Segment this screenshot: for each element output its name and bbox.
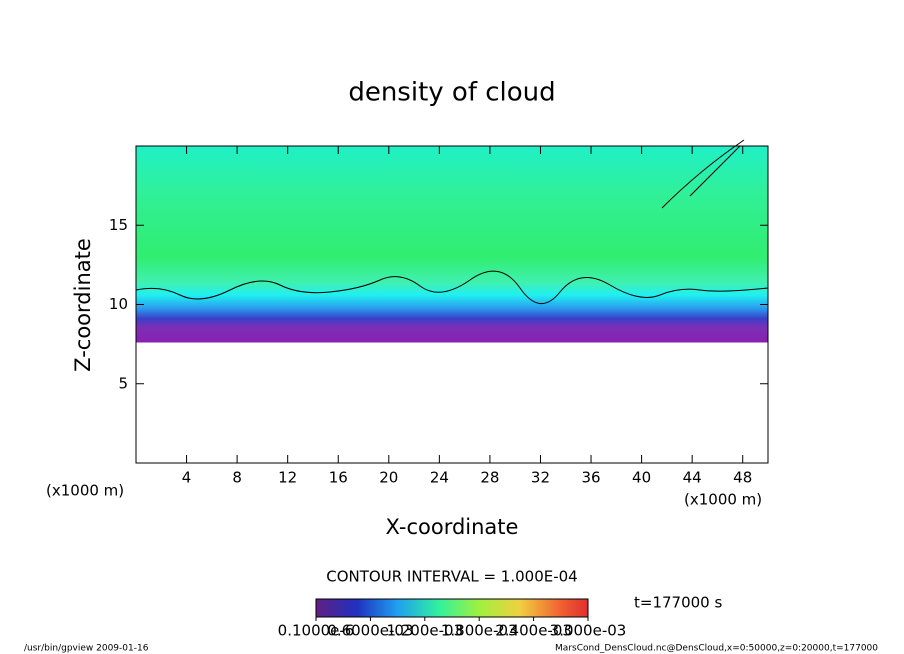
y-tick-label: 5	[118, 374, 128, 392]
colorbar-tick-label: 3.000e-03	[550, 622, 627, 640]
contour-line	[135, 270, 769, 304]
x-tick-label: 8	[232, 469, 242, 487]
x-tick-label: 36	[581, 469, 600, 487]
x-unit: (x1000 m)	[684, 491, 762, 509]
undefined-region	[136, 343, 768, 463]
x-tick-label: 24	[430, 469, 449, 487]
chart-title: density of cloud	[348, 78, 555, 108]
colorbar-tick-label: 0.1000e-6	[278, 622, 355, 640]
x-tick-label: 40	[632, 469, 651, 487]
time-label: t=177000 s	[634, 594, 722, 612]
x-tick-label: 20	[379, 469, 398, 487]
x-tick-label: 44	[683, 469, 702, 487]
y-tick-label: 10	[109, 295, 128, 313]
colorbar-tick-label: 0.6000e-03	[327, 622, 413, 640]
x-axis-label: X-coordinate	[386, 515, 519, 539]
x-tick-label: 48	[733, 469, 752, 487]
x-tick-label: 28	[480, 469, 499, 487]
x-tick-label: 4	[182, 469, 192, 487]
x-unit: (x1000 m)	[46, 482, 124, 500]
x-tick-label: 12	[278, 469, 297, 487]
colorbar	[315, 598, 589, 618]
colorbar-tick-label: 1.800e-03	[441, 622, 518, 640]
colorbar-tick-label: 2.400e-03	[495, 622, 572, 640]
y-tick-label: 15	[109, 216, 128, 234]
footer-right: MarsCond_DensCloud.nc@DensCloud,x=0:5000…	[555, 644, 878, 654]
colorbar-tick-label: 1.200e-03	[386, 622, 463, 640]
y-axis-label: Z-coordinate	[71, 238, 95, 372]
x-tick-label: 16	[329, 469, 348, 487]
footer-left: /usr/bin/gpview 2009-01-16	[24, 644, 149, 654]
contour-interval: CONTOUR INTERVAL = 1.000E-04	[326, 568, 577, 586]
x-tick-label: 32	[531, 469, 550, 487]
